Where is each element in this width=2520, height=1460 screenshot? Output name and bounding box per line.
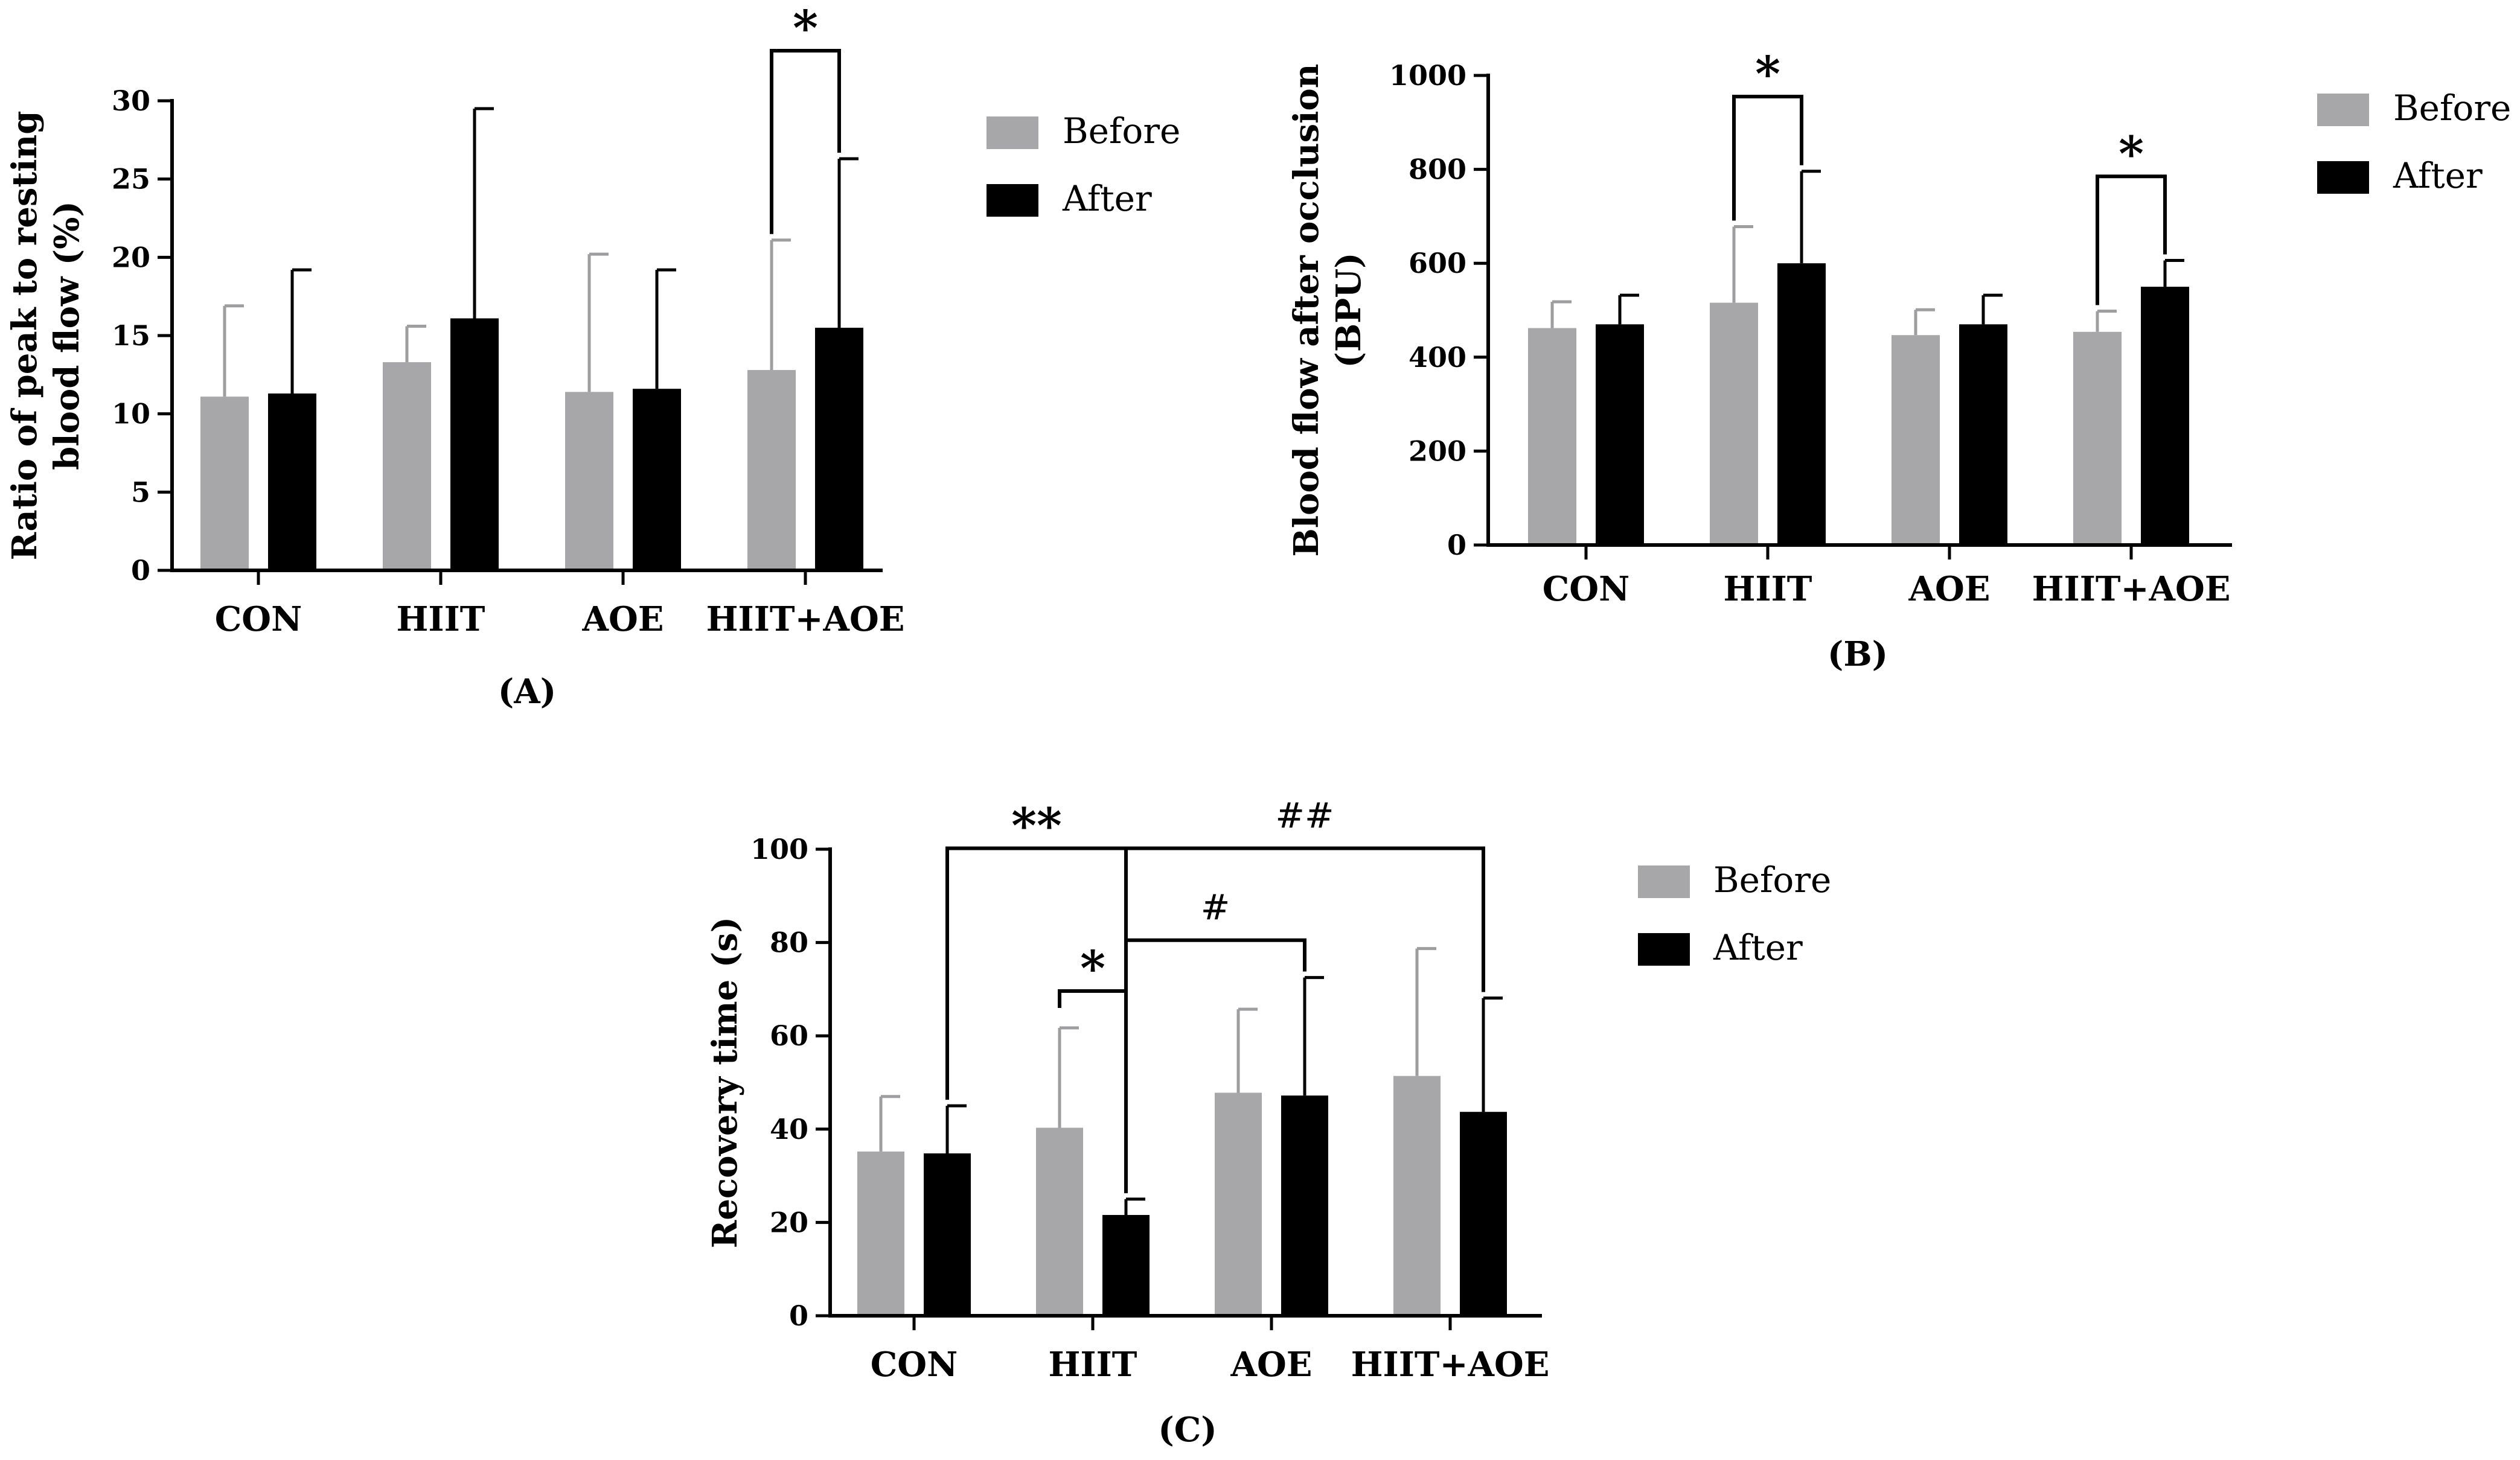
bar-after-hiit-aoe bbox=[2141, 287, 2189, 545]
y-tick-label: 400 bbox=[1409, 341, 1466, 374]
bar-after-hiit-aoe bbox=[815, 328, 863, 570]
bar-after-hiit bbox=[450, 318, 499, 570]
legend-swatch-before bbox=[987, 116, 1038, 149]
bar-before-hiit-aoe bbox=[2073, 331, 2122, 545]
bar-before-hiit bbox=[1036, 1127, 1083, 1316]
legend-swatch-before bbox=[2317, 94, 2369, 126]
bar-before-aoe bbox=[565, 392, 613, 570]
category-label-hiit: HIIT bbox=[1049, 1345, 1137, 1385]
significance-label: * bbox=[1755, 45, 1780, 102]
bar-after-aoe bbox=[1281, 1095, 1328, 1316]
bar-after-hiit bbox=[1102, 1215, 1150, 1316]
category-label-aoe: AOE bbox=[1908, 569, 1991, 609]
bar-before-con bbox=[857, 1151, 904, 1316]
y-tick-label: 10 bbox=[112, 398, 150, 430]
panel-label: (B) bbox=[1828, 634, 1888, 674]
bar-after-con bbox=[1596, 324, 1644, 545]
y-tick-label: 40 bbox=[770, 1113, 808, 1146]
panel-label: (C) bbox=[1158, 1410, 1217, 1450]
chart-b: 0 200 400 600 800 1000 CON HIIT AOE HIIT+AOE Blood… bbox=[1287, 45, 2232, 674]
legend-b: Before After bbox=[2317, 88, 2511, 196]
y-tick-label: 600 bbox=[1409, 247, 1466, 279]
bar-after-aoe bbox=[633, 389, 681, 570]
legend-a: Before After bbox=[987, 110, 1180, 219]
legend-label-before: Before bbox=[1063, 110, 1180, 151]
category-label-hiit: HIIT bbox=[397, 599, 485, 639]
category-label-con: CON bbox=[1543, 569, 1630, 609]
category-label-hiit-aoe: HIIT+AOE bbox=[2032, 569, 2231, 609]
significance-bracket bbox=[1732, 95, 1803, 221]
y-tick-label: 20 bbox=[770, 1206, 808, 1238]
legend-swatch-after bbox=[987, 184, 1038, 217]
y-tick-label: 15 bbox=[112, 319, 150, 352]
category-label-con: CON bbox=[871, 1345, 958, 1385]
bar-before-hiit-aoe bbox=[747, 370, 796, 570]
y-tick-label: 80 bbox=[770, 926, 808, 959]
y-tick-label: 200 bbox=[1409, 435, 1466, 467]
y-tick-label: 100 bbox=[750, 833, 808, 865]
bar-before-con bbox=[1528, 328, 1576, 545]
legend-swatch-before bbox=[1638, 865, 1690, 898]
significance-label: ## bbox=[1275, 795, 1334, 836]
legend-c: Before After bbox=[1638, 859, 1831, 968]
y-axis-label: Ratio of peak to resting bbox=[5, 111, 45, 561]
bar-after-hiit bbox=[1777, 263, 1826, 545]
bar-after-aoe bbox=[1959, 324, 2007, 545]
y-tick-label: 60 bbox=[770, 1019, 808, 1052]
category-label-aoe: AOE bbox=[1230, 1345, 1313, 1385]
y-tick-label: 0 bbox=[789, 1299, 808, 1332]
legend-swatch-after bbox=[1638, 933, 1690, 966]
y-tick-label: 30 bbox=[112, 84, 150, 117]
y-tick-label: 5 bbox=[131, 476, 150, 508]
bar-before-hiit bbox=[1710, 302, 1758, 545]
y-tick-label: 800 bbox=[1409, 153, 1466, 186]
panel-label: (A) bbox=[498, 672, 556, 712]
y-tick-label: 25 bbox=[112, 163, 150, 196]
category-label-hiit: HIIT bbox=[1724, 569, 1812, 609]
y-tick-label: 0 bbox=[131, 554, 150, 587]
legend-label-before: Before bbox=[2393, 88, 2511, 129]
bar-before-aoe bbox=[1892, 335, 1940, 545]
legend-label-after: After bbox=[2393, 155, 2483, 196]
chart-c: 0 20 40 60 80 100 CON HIIT AOE HIIT+AOE Recovery t… bbox=[705, 795, 1549, 1450]
significance-bracket bbox=[2096, 174, 2167, 305]
significance-label: ** bbox=[1011, 797, 1062, 853]
significance-label: # bbox=[1201, 887, 1230, 928]
y-axis-label: Recovery time (s) bbox=[705, 917, 745, 1248]
bar-after-con bbox=[268, 393, 316, 570]
chart-a: 0 5 10 15 20 25 30 CON HIIT AOE HIIT+AOE Ratio of p… bbox=[5, 0, 904, 712]
legend-label-before: Before bbox=[1713, 859, 1831, 901]
significance-label: * bbox=[1080, 940, 1105, 996]
y-axis-label: blood flow (%) bbox=[47, 201, 87, 470]
category-label-hiit-aoe: HIIT+AOE bbox=[1351, 1345, 1550, 1385]
category-label-hiit-aoe: HIIT+AOE bbox=[706, 599, 905, 639]
significance-label: * bbox=[793, 0, 818, 56]
y-tick-label: 0 bbox=[1447, 529, 1466, 561]
bar-before-hiit-aoe bbox=[1393, 1076, 1441, 1316]
significance-label: * bbox=[2119, 125, 2144, 182]
bar-before-aoe bbox=[1215, 1092, 1262, 1316]
y-axis-label: Blood flow after occlusion bbox=[1287, 63, 1326, 556]
significance-bracket bbox=[1124, 846, 1485, 1193]
legend-swatch-after bbox=[2317, 161, 2369, 194]
y-axis-label: (BPU) bbox=[1329, 252, 1369, 368]
category-label-aoe: AOE bbox=[582, 599, 664, 639]
category-label-con: CON bbox=[215, 599, 302, 639]
bar-after-hiit-aoe bbox=[1460, 1112, 1507, 1316]
legend-label-after: After bbox=[1062, 178, 1152, 219]
y-tick-label: 20 bbox=[112, 241, 150, 273]
y-tick-label: 1000 bbox=[1389, 59, 1466, 92]
bar-before-hiit bbox=[383, 362, 431, 570]
significance-bracket bbox=[770, 49, 841, 234]
bar-before-con bbox=[200, 397, 249, 570]
bar-after-con bbox=[924, 1153, 971, 1316]
legend-label-after: After bbox=[1713, 927, 1803, 968]
